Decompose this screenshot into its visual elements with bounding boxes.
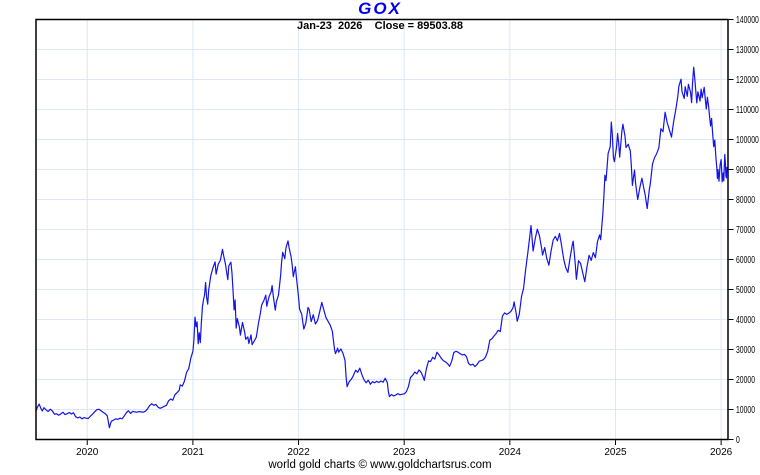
x-tick-label: 2023 xyxy=(393,447,416,458)
y-tick-label: 30000 xyxy=(736,345,755,356)
x-tick-label: 2021 xyxy=(182,447,205,458)
y-tick-label: 120000 xyxy=(736,75,759,86)
x-tick-label: 2020 xyxy=(76,447,99,458)
y-tick-label: 0 xyxy=(736,435,740,446)
y-tick-label: 130000 xyxy=(736,45,759,56)
y-tick-label: 140000 xyxy=(736,15,759,26)
y-tick-label: 20000 xyxy=(736,375,755,386)
y-tick-label: 90000 xyxy=(736,165,755,176)
y-tick-label: 40000 xyxy=(736,315,755,326)
y-tick-label: 100000 xyxy=(736,135,759,146)
chart-subtitle: Jan-23 2026 Close = 89503.88 xyxy=(296,20,464,32)
y-tick-label: 60000 xyxy=(736,255,755,266)
x-tick-label: 2024 xyxy=(499,447,522,458)
x-tick-label: 2022 xyxy=(287,447,310,458)
chart-title: GOX xyxy=(358,0,402,18)
x-axis: 2020 2021 2022 2023 2024 2025 2026 xyxy=(76,440,733,458)
chart-footer: world gold charts © www.goldchartsrus.co… xyxy=(268,459,492,471)
y-tick-label: 70000 xyxy=(736,225,755,236)
y-axis: 0 10000 20000 30000 40000 50000 60000 70000 8000… xyxy=(728,15,759,446)
y-tick-label: 50000 xyxy=(736,285,755,296)
y-tick-label: 10000 xyxy=(736,405,755,416)
gridlines xyxy=(36,19,728,440)
x-tick-label: 2025 xyxy=(604,447,627,458)
x-tick-label: 2026 xyxy=(710,447,733,458)
plot-frame xyxy=(35,18,729,441)
price-line xyxy=(35,66,729,429)
y-tick-label: 110000 xyxy=(736,105,759,116)
y-tick-label: 80000 xyxy=(736,195,755,206)
